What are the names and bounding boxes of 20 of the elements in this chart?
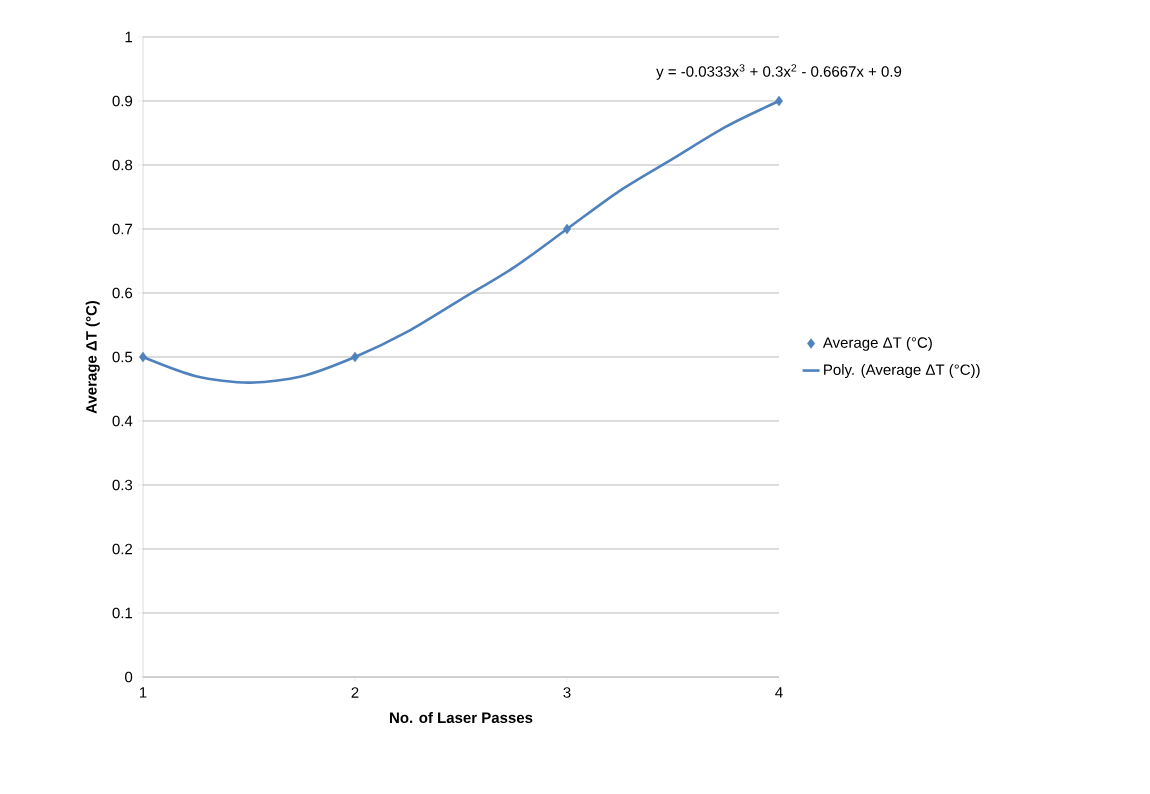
- annotation: y = -0.0333x$^{3}$ + 0.3x$^{2}$ - 0.6667x + 0.9: [656, 64, 902, 80]
- y-tick-label: 0.6: [112, 287, 133, 299]
- y-tick-label: 0.4: [112, 415, 133, 427]
- y-tick-label: 0.8: [112, 159, 133, 171]
- y-tick-label: 0.1: [112, 607, 133, 619]
- legend-label: Average ΔT (°C): [822, 336, 932, 351]
- y-tick-label: 0.3: [112, 479, 133, 491]
- x-tick-label: 1: [139, 687, 147, 698]
- y-tick-label: 0.7: [112, 223, 133, 235]
- y-tick-label: 1: [125, 31, 133, 43]
- x-axis-title: No. of Laser Passes: [390, 712, 533, 724]
- legend-label: Poly. (Average ΔT (°C)): [824, 363, 980, 378]
- x-tick-label: 4: [775, 687, 783, 698]
- x-tick-label: 2: [351, 687, 359, 698]
- x-tick-label: 3: [563, 687, 571, 698]
- y-tick-label: 0.2: [112, 543, 133, 555]
- y-tick-label: 0.5: [112, 351, 133, 363]
- y-tick-label: 0: [125, 671, 133, 683]
- y-axis-title: Average ΔT (°C): [85, 300, 100, 414]
- y-tick-label: 0.9: [112, 95, 133, 107]
